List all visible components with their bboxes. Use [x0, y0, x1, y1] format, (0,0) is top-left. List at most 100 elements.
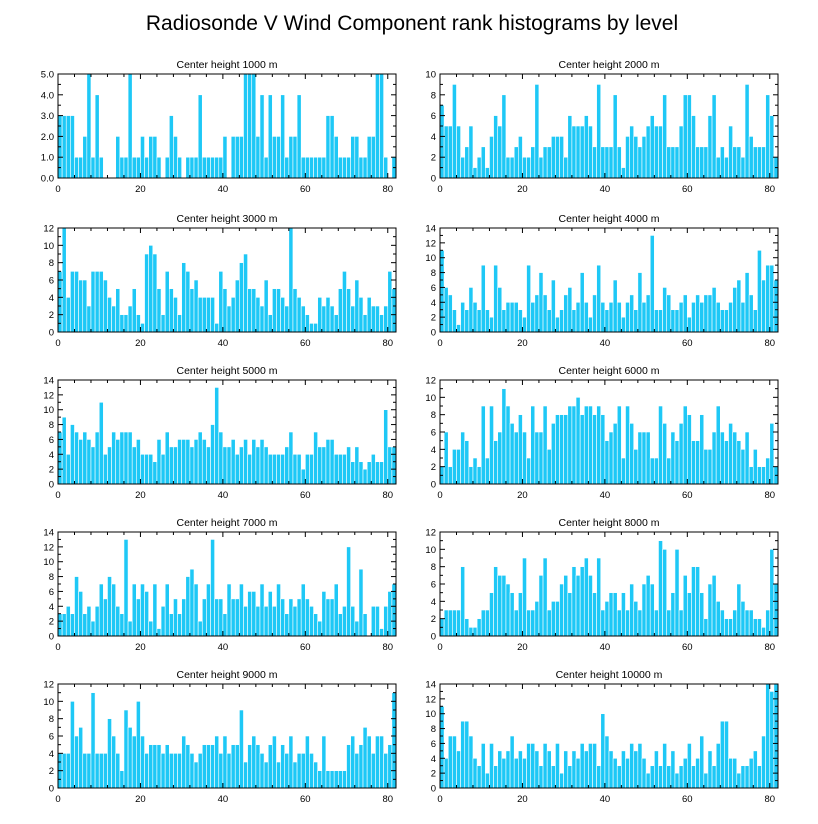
histogram-bar [621, 167, 626, 179]
histogram-bar [526, 609, 531, 637]
histogram-bar [276, 761, 281, 789]
histogram-bar [230, 136, 236, 179]
y-tick-label: 0 [431, 328, 436, 339]
y-tick-label: 10 [43, 241, 54, 252]
x-tick-label: 80 [764, 642, 775, 653]
histogram-bar [305, 453, 310, 485]
histogram-bar [65, 297, 71, 333]
histogram-bar [633, 750, 639, 789]
histogram-bar [567, 765, 573, 789]
histogram-bar [251, 439, 257, 485]
y-tick-label: 10 [425, 545, 436, 556]
histogram-bar [715, 601, 721, 637]
x-tick-label: 80 [382, 338, 393, 349]
x-tick-label: 60 [300, 184, 311, 195]
histogram-bar [329, 598, 335, 637]
histogram-bar [645, 431, 651, 485]
histogram-bar [476, 466, 482, 485]
x-tick-label: 80 [382, 490, 393, 501]
histogram-bar [362, 156, 368, 179]
histogram-bar [321, 591, 327, 637]
histogram-bar [579, 743, 585, 789]
histogram-bar [443, 609, 449, 637]
histogram-bar [550, 279, 556, 333]
histogram-bar [346, 744, 351, 789]
histogram-bar [156, 439, 162, 485]
histogram-bar [695, 440, 700, 485]
histogram-bar [276, 136, 281, 179]
histogram-bar [358, 568, 364, 637]
histogram-bar [305, 156, 310, 179]
histogram-bar [263, 156, 269, 179]
histogram-bar [748, 609, 754, 637]
histogram-bar [300, 753, 306, 789]
histogram-bar [513, 431, 519, 485]
y-tick-label: 8 [49, 258, 54, 269]
histogram-bar [699, 735, 705, 789]
histogram-bar [119, 613, 125, 637]
histogram-bar [662, 743, 668, 789]
histogram-bar [201, 439, 207, 485]
histogram-bar [206, 156, 211, 179]
x-tick-label: 0 [437, 184, 442, 195]
histogram-bar [596, 84, 602, 179]
histogram-bar [239, 583, 244, 637]
histogram-bar [123, 431, 129, 485]
histogram-bar [140, 453, 145, 485]
histogram-bar [259, 305, 265, 333]
histogram-bar [387, 744, 393, 789]
histogram-bar [350, 305, 356, 333]
histogram-bar [600, 414, 606, 485]
histogram-bar [485, 457, 490, 485]
histogram-bar [625, 609, 630, 637]
histogram-bar [333, 136, 339, 179]
histogram-bar [530, 743, 536, 789]
histogram-bar [575, 125, 581, 179]
histogram-bar [74, 735, 79, 789]
histogram-bar [366, 297, 372, 333]
histogram-bar [592, 294, 597, 333]
histogram-bar [711, 431, 717, 485]
y-tick-label: 0 [49, 632, 54, 643]
histogram-bar [111, 583, 117, 637]
y-tick-label: 6 [49, 276, 54, 287]
histogram-bar [379, 461, 384, 485]
histogram-bar [728, 618, 733, 637]
histogram-bar [621, 750, 626, 789]
histogram-bar [538, 575, 544, 637]
histogram-bar [736, 279, 742, 333]
histogram-bar [662, 94, 668, 179]
histogram-bar [193, 279, 199, 333]
histogram-bar [526, 264, 531, 333]
histogram-bar [761, 466, 766, 485]
histogram-bar [197, 753, 203, 789]
x-tick-label: 60 [682, 338, 693, 349]
histogram-bar [94, 753, 100, 789]
histogram-bar [736, 772, 742, 789]
y-tick-label: 8 [49, 420, 54, 431]
histogram-bar [259, 583, 265, 637]
histogram-bar [251, 288, 257, 333]
histogram-bar [185, 744, 191, 789]
histogram-bar [522, 431, 527, 485]
histogram-bar [472, 457, 478, 485]
histogram-bar [625, 301, 630, 333]
histogram-bar [452, 449, 457, 485]
histogram-bar [485, 167, 490, 179]
histogram-bar [197, 431, 203, 485]
histogram-bar [678, 423, 684, 485]
histogram-bar [288, 735, 294, 789]
histogram-bar [538, 156, 544, 179]
x-tick-label: 20 [517, 184, 528, 195]
histogram-bar [666, 765, 672, 789]
histogram-bar [296, 94, 302, 179]
histogram-bar [210, 156, 215, 179]
histogram-bar [136, 439, 141, 485]
panel-title: Center height 2000 m [559, 59, 660, 71]
y-tick-label: 0 [431, 784, 436, 795]
histogram-bar [305, 314, 310, 333]
histogram-bar [300, 583, 306, 637]
histogram-bar [616, 405, 622, 485]
histogram-bar [189, 446, 195, 485]
